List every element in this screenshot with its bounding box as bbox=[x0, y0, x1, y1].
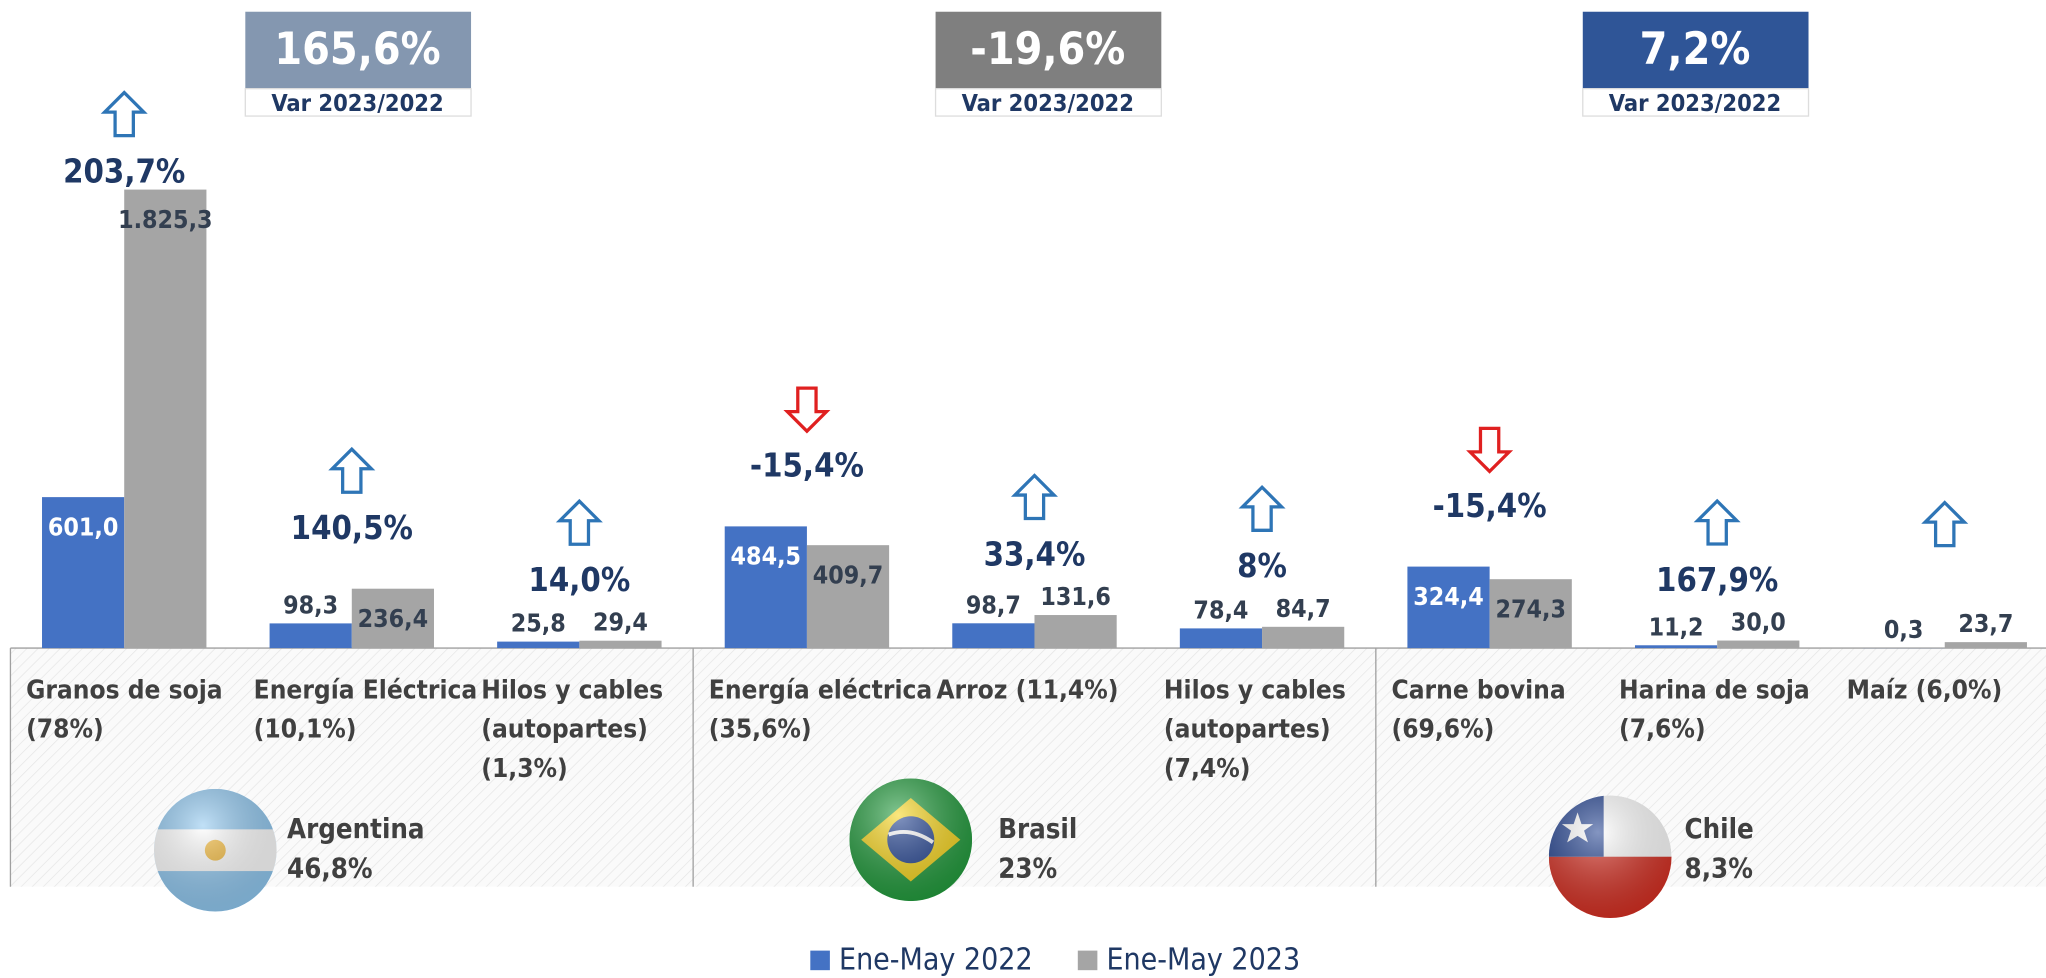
country-name: Brasil bbox=[998, 814, 1077, 845]
value-label: 11,2 bbox=[1649, 612, 1704, 641]
country-caption-box bbox=[244, 88, 472, 117]
category-label: Carne bovina bbox=[1391, 676, 1565, 706]
value-label: 78,4 bbox=[1193, 595, 1248, 624]
arrow-icon bbox=[783, 386, 831, 434]
value-label: 274,3 bbox=[1495, 594, 1566, 623]
country-share: 8,3% bbox=[1685, 853, 1753, 884]
country-share: 46,8% bbox=[287, 853, 372, 884]
category-label: Arroz (11,4%) bbox=[936, 676, 1118, 706]
variation-label: 140,5% bbox=[291, 509, 413, 547]
country-variation-box bbox=[245, 11, 472, 89]
bar bbox=[952, 623, 1035, 649]
arrow-icon bbox=[1693, 498, 1741, 546]
arrow-icon bbox=[1010, 473, 1058, 521]
variation-label: -15,4% bbox=[1433, 487, 1547, 525]
category-label: Hilos y cables bbox=[1164, 676, 1346, 706]
category-label: Hilos y cables bbox=[481, 676, 663, 706]
bar bbox=[724, 526, 807, 649]
legend-label: Ene-May 2022 bbox=[839, 943, 1033, 978]
bar bbox=[1717, 640, 1800, 649]
value-label: 0,3 bbox=[1884, 615, 1923, 644]
legend-swatch bbox=[1077, 950, 1098, 971]
value-label: 131,6 bbox=[1040, 582, 1111, 611]
country-variation-box bbox=[935, 11, 1162, 89]
country-caption: Var 2023/2022 bbox=[1609, 89, 1781, 117]
arrow-icon bbox=[328, 446, 376, 494]
bar bbox=[42, 497, 125, 649]
variation-label: -15,4% bbox=[750, 447, 864, 485]
bar bbox=[579, 640, 662, 649]
flag-brasil bbox=[849, 778, 973, 902]
country-caption: Var 2023/2022 bbox=[962, 89, 1134, 117]
bar bbox=[1407, 566, 1490, 649]
legend-label: Ene-May 2023 bbox=[1107, 943, 1301, 978]
category-label: (35,6%) bbox=[709, 715, 812, 745]
variation-label: 14,0% bbox=[528, 561, 630, 599]
legend-swatch bbox=[810, 950, 830, 971]
value-label: 30,0 bbox=[1731, 608, 1786, 637]
value-label: 98,3 bbox=[283, 590, 338, 619]
country-caption: Var 2023/2022 bbox=[271, 89, 443, 117]
bar bbox=[806, 545, 890, 649]
variation-label: 33,4% bbox=[984, 535, 1086, 573]
value-label: 29,4 bbox=[593, 608, 648, 637]
category-label: (7,4%) bbox=[1164, 754, 1251, 784]
category-label: (10,1%) bbox=[254, 715, 357, 745]
value-label: 98,7 bbox=[966, 590, 1021, 619]
variation-label: 167,9% bbox=[1656, 561, 1778, 599]
value-label: 409,7 bbox=[813, 560, 884, 589]
flag-argentina bbox=[153, 788, 277, 912]
country-caption-box bbox=[1582, 88, 1810, 117]
arrow-icon bbox=[555, 498, 603, 546]
arrow-icon bbox=[1921, 500, 1969, 548]
value-label: 236,4 bbox=[358, 604, 429, 633]
category-label: Energía Eléctrica bbox=[254, 676, 478, 706]
bar bbox=[1634, 645, 1718, 649]
value-label: 1.825,3 bbox=[118, 205, 212, 234]
value-label: 25,8 bbox=[511, 609, 566, 638]
value-label: 601,0 bbox=[48, 512, 119, 541]
category-label: (autopartes) bbox=[481, 715, 648, 745]
country-caption-box bbox=[934, 88, 1162, 117]
variation-label: 8% bbox=[1237, 547, 1287, 585]
country-variation: 7,2% bbox=[1640, 24, 1751, 75]
bar bbox=[269, 623, 352, 649]
country-share: 23% bbox=[998, 853, 1057, 884]
category-label: Maíz (6,0%) bbox=[1847, 676, 2003, 706]
flag-chile bbox=[1548, 795, 1672, 919]
bar bbox=[1034, 615, 1117, 649]
country-variation: 165,6% bbox=[274, 24, 440, 75]
arrow-icon bbox=[1466, 426, 1514, 474]
country-variation-box bbox=[1582, 11, 1809, 89]
category-label: (7,6%) bbox=[1619, 715, 1706, 745]
bar bbox=[124, 189, 207, 649]
value-label: 84,7 bbox=[1276, 594, 1331, 623]
category-label: (69,6%) bbox=[1391, 715, 1494, 745]
value-label: 484,5 bbox=[731, 542, 802, 571]
value-label: 23,7 bbox=[1958, 609, 2013, 638]
category-label: Energía eléctrica bbox=[709, 676, 932, 706]
bar bbox=[351, 588, 434, 649]
category-label: (autopartes) bbox=[1164, 715, 1331, 745]
category-label: Granos de soja bbox=[26, 676, 223, 706]
country-variation: -19,6% bbox=[970, 24, 1125, 75]
category-label: (1,3%) bbox=[481, 754, 568, 784]
bar bbox=[1179, 628, 1263, 649]
bar bbox=[497, 641, 580, 649]
category-label: Harina de soja bbox=[1619, 676, 1810, 706]
category-label: (78%) bbox=[26, 715, 104, 745]
value-label: 324,4 bbox=[1413, 582, 1484, 611]
panel-background bbox=[10, 648, 2046, 887]
country-name: Chile bbox=[1685, 814, 1754, 845]
bar bbox=[1944, 642, 2027, 649]
bar bbox=[1262, 626, 1345, 649]
arrow-icon bbox=[100, 90, 148, 138]
variation-label: 203,7% bbox=[63, 152, 185, 190]
arrow-icon bbox=[1238, 484, 1286, 532]
country-name: Argentina bbox=[287, 814, 424, 845]
bar bbox=[1489, 579, 1572, 649]
